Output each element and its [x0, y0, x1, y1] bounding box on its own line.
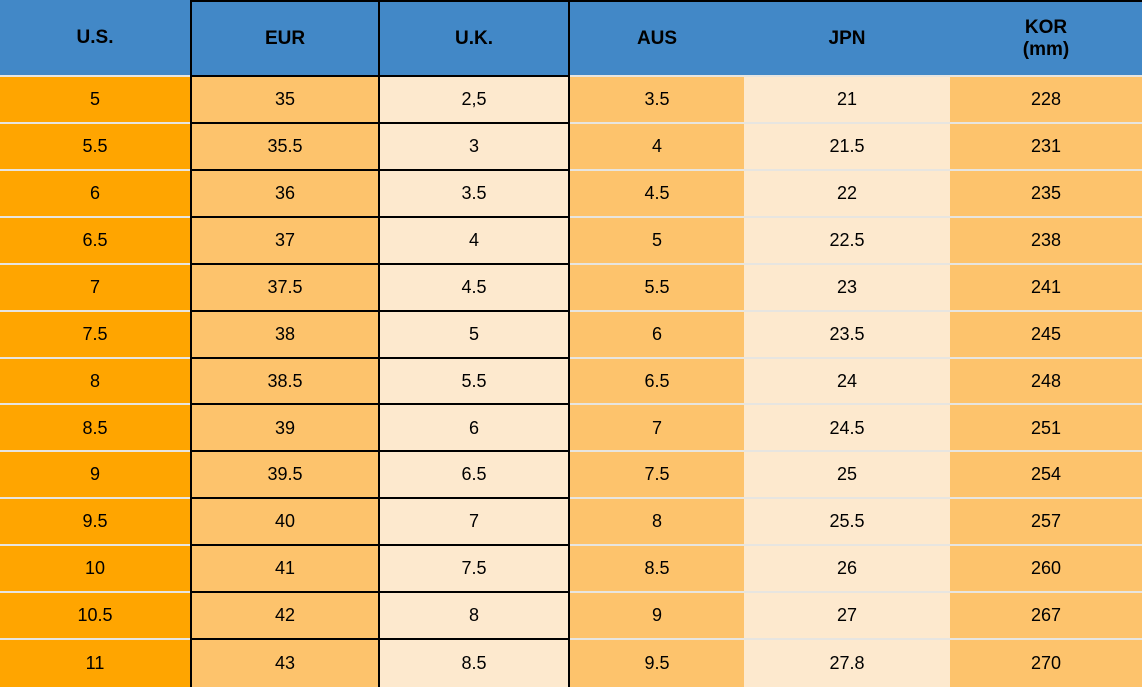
- table-cell: 3.5: [570, 77, 744, 124]
- table-cell: 8.5: [570, 546, 744, 594]
- table-cell: 11: [0, 640, 190, 687]
- table-cell: 39: [190, 405, 380, 453]
- table-cell: 5.5: [0, 123, 190, 171]
- table-cell: 5.5: [570, 264, 744, 312]
- table-cell: 6.5: [380, 452, 570, 500]
- table-cell: 37.5: [190, 264, 380, 312]
- table-cell: 231: [950, 123, 1142, 171]
- table-cell: 7: [0, 264, 190, 312]
- header-kor: KOR (mm): [950, 0, 1142, 77]
- table-cell: 3.5: [380, 170, 570, 218]
- table-cell: 27: [744, 593, 950, 641]
- table-cell: 42: [190, 593, 380, 641]
- table-cell: 5: [0, 77, 190, 124]
- header-us: U.S.: [0, 0, 190, 77]
- table-cell: 8: [0, 358, 190, 406]
- table-cell: 2,5: [380, 77, 570, 124]
- header-jpn: JPN: [744, 0, 950, 77]
- table-cell: 23: [744, 264, 950, 312]
- table-cell: 7.5: [570, 452, 744, 500]
- table-cell: 7.5: [380, 546, 570, 594]
- table-cell: 3: [380, 123, 570, 171]
- table-cell: 235: [950, 170, 1142, 218]
- table-cell: 8: [380, 593, 570, 641]
- table-cell: 6: [570, 311, 744, 359]
- table-cell: 4.5: [570, 170, 744, 218]
- table-cell: 43: [190, 640, 380, 687]
- table-cell: 38.5: [190, 358, 380, 406]
- table-cell: 8.5: [380, 640, 570, 687]
- table-cell: 270: [950, 640, 1142, 687]
- table-cell: 21.5: [744, 123, 950, 171]
- table-cell: 35.5: [190, 123, 380, 171]
- table-cell: 267: [950, 593, 1142, 641]
- table-cell: 6.5: [570, 358, 744, 406]
- table-cell: 27.8: [744, 640, 950, 687]
- header-kor-wrap: KOR (mm): [1023, 17, 1069, 61]
- table-cell: 41: [190, 546, 380, 594]
- table-cell: 22.5: [744, 217, 950, 265]
- table-cell: 24.5: [744, 405, 950, 453]
- table-cell: 6: [0, 170, 190, 218]
- table-cell: 4: [570, 123, 744, 171]
- table-cell: 37: [190, 217, 380, 265]
- table-cell: 5: [570, 217, 744, 265]
- table-cell: 35: [190, 77, 380, 124]
- table-cell: 9: [0, 452, 190, 500]
- table-cell: 26: [744, 546, 950, 594]
- table-cell: 9.5: [0, 499, 190, 547]
- table-cell: 8.5: [0, 405, 190, 453]
- table-cell: 5.5: [380, 358, 570, 406]
- table-cell: 36: [190, 170, 380, 218]
- table-cell: 8: [570, 499, 744, 547]
- table-cell: 38: [190, 311, 380, 359]
- table-cell: 245: [950, 311, 1142, 359]
- table-cell: 251: [950, 405, 1142, 453]
- header-aus: AUS: [570, 0, 744, 77]
- header-eur: EUR: [190, 0, 380, 77]
- table-cell: 241: [950, 264, 1142, 312]
- table-cell: 25: [744, 452, 950, 500]
- table-cell: 228: [950, 77, 1142, 124]
- table-cell: 4: [380, 217, 570, 265]
- table-cell: 10: [0, 546, 190, 594]
- table-cell: 24: [744, 358, 950, 406]
- table-cell: 9: [570, 593, 744, 641]
- table-cell: 4.5: [380, 264, 570, 312]
- table-cell: 22: [744, 170, 950, 218]
- table-cell: 23.5: [744, 311, 950, 359]
- table-cell: 7: [380, 499, 570, 547]
- table-cell: 25.5: [744, 499, 950, 547]
- table-cell: 7: [570, 405, 744, 453]
- table-cell: 248: [950, 358, 1142, 406]
- table-cell: 40: [190, 499, 380, 547]
- header-kor-label: KOR: [1024, 16, 1068, 38]
- header-kor-sublabel: (mm): [1022, 38, 1070, 60]
- table-cell: 6: [380, 405, 570, 453]
- table-cell: 21: [744, 77, 950, 124]
- table-cell: 9.5: [570, 640, 744, 687]
- table-cell: 10.5: [0, 593, 190, 641]
- table-cell: 7.5: [0, 311, 190, 359]
- table-cell: 39.5: [190, 452, 380, 500]
- table-cell: 260: [950, 546, 1142, 594]
- header-uk: U.K.: [380, 0, 570, 77]
- table-cell: 238: [950, 217, 1142, 265]
- table-cell: 254: [950, 452, 1142, 500]
- table-cell: 257: [950, 499, 1142, 547]
- table-cell: 5: [380, 311, 570, 359]
- table-cell: 6.5: [0, 217, 190, 265]
